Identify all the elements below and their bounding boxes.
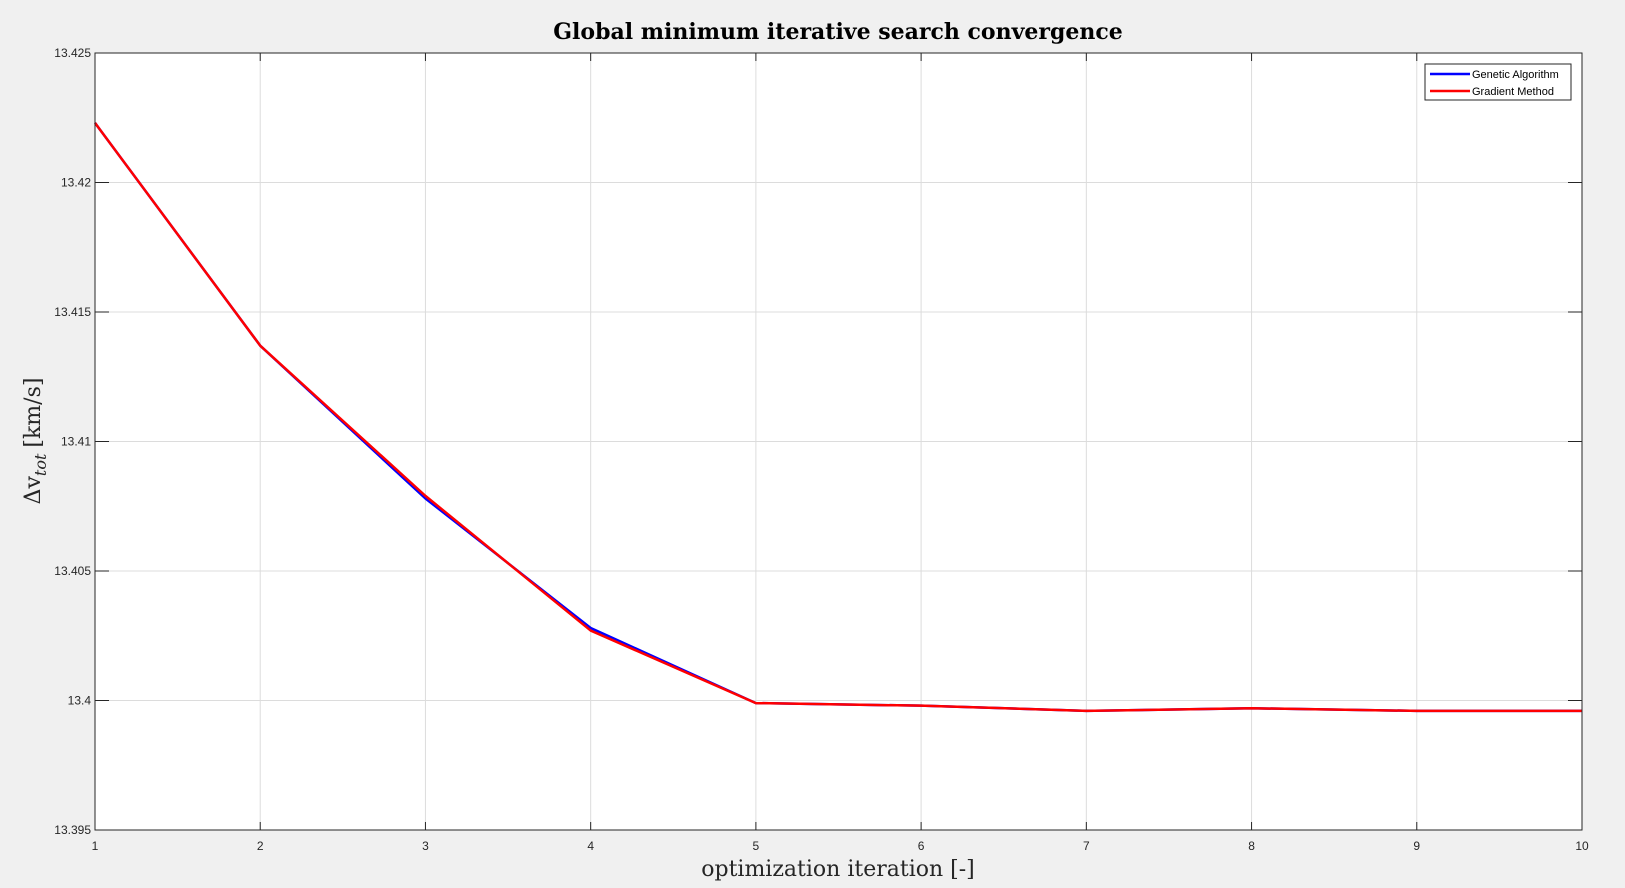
y-tick-label: 13.4 <box>68 694 92 708</box>
y-axis-label-unit: [km/s] <box>21 378 46 448</box>
axis-ticks <box>94 52 1583 831</box>
series-line-gradient-method <box>93 122 1582 713</box>
legend-label-genetic: Genetic Algorithm <box>1472 69 1559 81</box>
x-tick-label: 10 <box>1575 839 1589 853</box>
y-tick-label: 13.41 <box>61 435 91 449</box>
y-axis-label: Δvtot [km/s] <box>21 378 50 505</box>
x-tick-labels: 1 2 3 4 5 6 7 8 9 10 <box>92 839 1589 853</box>
y-axis-label-sub: tot <box>31 453 50 476</box>
y-axis-label-main: Δv <box>21 476 46 505</box>
x-axis-label: optimization iteration [-] <box>701 857 975 882</box>
series-lines <box>93 122 1582 713</box>
legend-label-gradient: Gradient Method <box>1472 86 1554 98</box>
x-tick-label: 2 <box>257 839 264 853</box>
x-tick-label: 8 <box>1248 839 1255 853</box>
x-tick-label: 1 <box>92 839 99 853</box>
y-tick-label: 13.395 <box>54 823 91 837</box>
x-tick-label: 6 <box>918 839 925 853</box>
y-tick-label: 13.425 <box>54 46 91 60</box>
legend-box <box>1424 63 1572 101</box>
x-tick-label: 9 <box>1413 839 1420 853</box>
y-tick-label: 13.405 <box>54 564 91 578</box>
x-tick-label: 5 <box>753 839 760 853</box>
y-tick-label: 13.42 <box>61 176 91 190</box>
x-tick-label: 4 <box>587 839 594 853</box>
x-tick-label: 3 <box>422 839 429 853</box>
y-tick-labels: 13.395 13.4 13.405 13.41 13.415 13.42 13.425 <box>54 46 91 837</box>
y-tick-label: 13.415 <box>54 305 91 319</box>
x-tick-label: 7 <box>1083 839 1090 853</box>
legend: Genetic Algorithm Gradient Method <box>1424 63 1572 101</box>
chart-title: Global minimum iterative search converge… <box>553 19 1122 45</box>
